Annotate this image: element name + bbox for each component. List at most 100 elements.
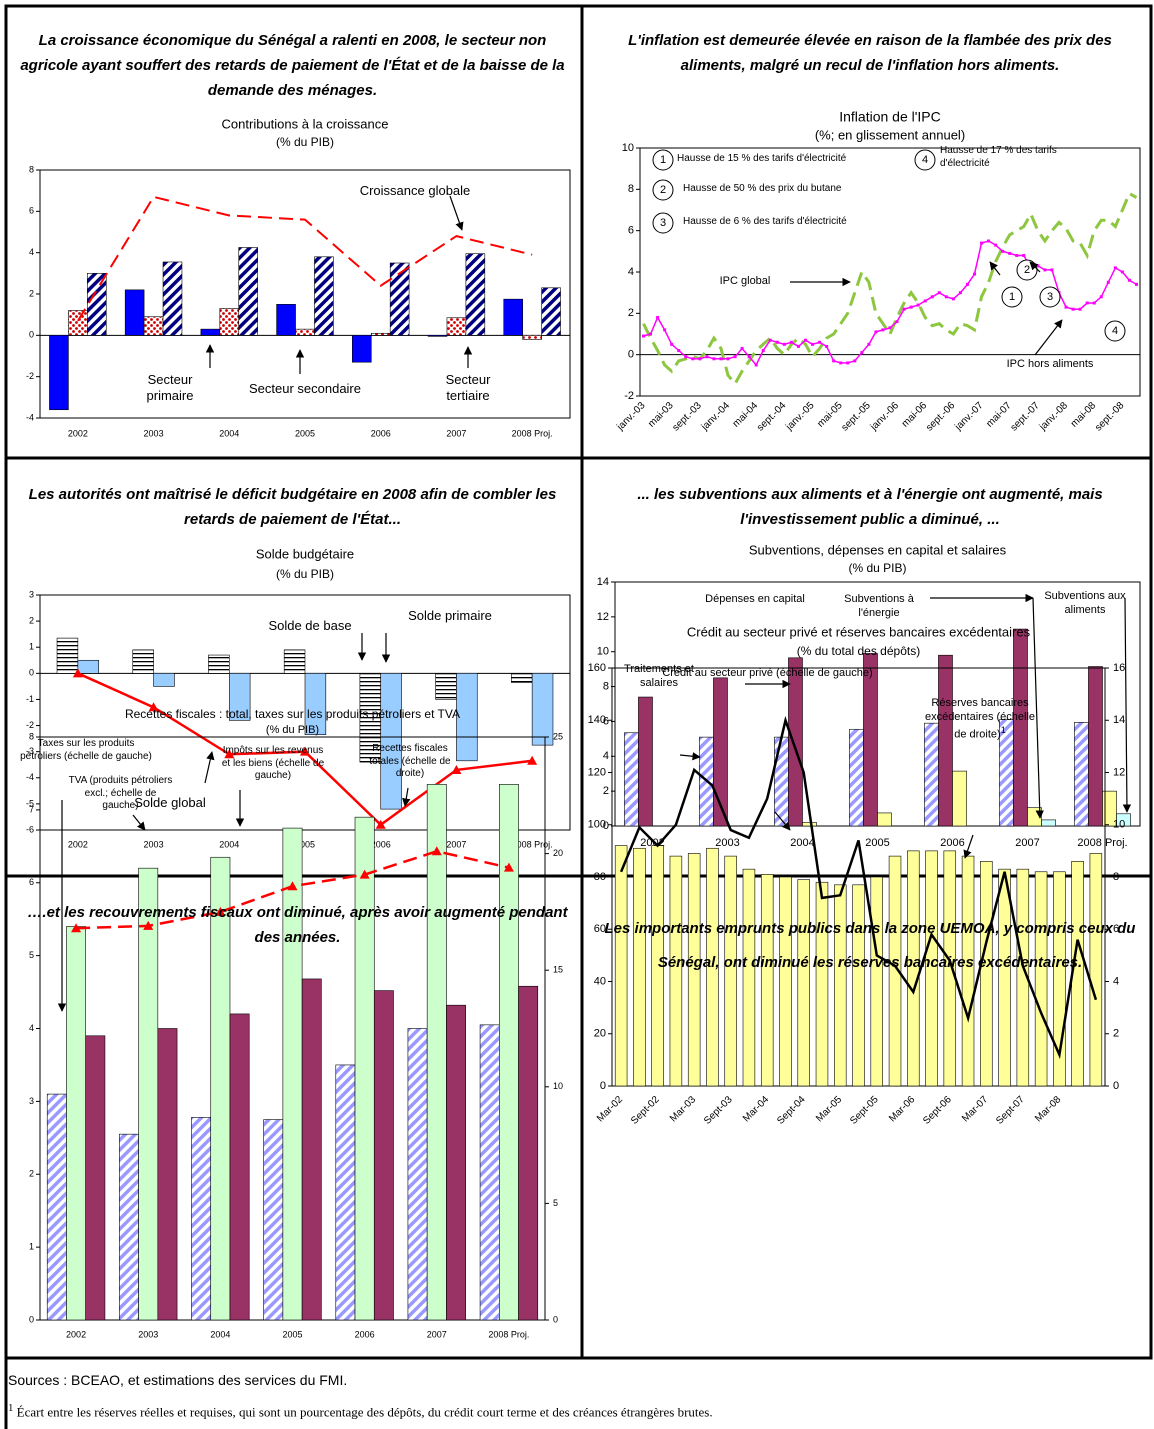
bar bbox=[1116, 813, 1131, 827]
bar bbox=[479, 1024, 500, 1321]
x-tick-label: 2005 bbox=[295, 428, 315, 438]
annotation-circle bbox=[652, 212, 674, 234]
footnote-text: Écart entre les réserves réelles et requ… bbox=[16, 1404, 713, 1420]
line-marker bbox=[148, 702, 159, 712]
x-tick-label: 2005 bbox=[865, 837, 889, 849]
chart-title: Solde budgétaire bbox=[256, 546, 354, 561]
x-tick-label: janv.-05 bbox=[783, 400, 816, 433]
y-tick-label: 140 bbox=[588, 714, 606, 726]
line-marker bbox=[1134, 282, 1138, 286]
line-marker bbox=[909, 305, 913, 309]
chart-subtitle: (% du PIB) bbox=[266, 724, 319, 736]
bar bbox=[1089, 853, 1103, 1087]
bar bbox=[295, 328, 315, 336]
line-marker bbox=[359, 869, 370, 879]
series-name: Crédit au secteur privé (échelle de gauc… bbox=[662, 667, 873, 679]
series-label: Subventions aux aliments bbox=[1035, 590, 1135, 618]
x-tick-label: 2003 bbox=[144, 839, 164, 849]
line-marker bbox=[733, 355, 737, 359]
bar bbox=[724, 855, 737, 1087]
arrow bbox=[963, 834, 974, 859]
annotation-number: 2 bbox=[660, 184, 666, 196]
line-marker bbox=[965, 282, 969, 286]
panel-heading: ….et les recouvrements fiscaux ont dimin… bbox=[27, 904, 568, 946]
annotation-circle bbox=[652, 179, 674, 201]
bar bbox=[208, 654, 230, 674]
y-tick-label: 8 bbox=[29, 164, 34, 174]
chart-title: Contributions à la croissance bbox=[222, 116, 389, 131]
y-tick-label: -5 bbox=[26, 798, 34, 808]
series-name: Secteur secondaire bbox=[248, 381, 361, 396]
annotation-text: Hausse de 17 % des tarifs d'électricité bbox=[940, 145, 1057, 169]
line-marker bbox=[712, 357, 716, 361]
y-tick-label: 0 bbox=[603, 820, 609, 832]
y-tick-label: 4 bbox=[29, 247, 34, 257]
arrow bbox=[204, 751, 215, 784]
x-tick-label: janv.-04 bbox=[699, 400, 732, 433]
y2-tick-label: 12 bbox=[1113, 766, 1125, 778]
annotation-circle bbox=[914, 149, 936, 171]
bar bbox=[301, 978, 322, 1321]
series-label: Croissance globale bbox=[350, 183, 480, 199]
series-name: Réserves bancaires excédentaires (échell… bbox=[924, 697, 1036, 741]
line-marker bbox=[375, 819, 386, 829]
bar bbox=[314, 256, 334, 336]
bar bbox=[389, 262, 410, 336]
series-name: IPC global bbox=[719, 275, 771, 287]
line-marker bbox=[860, 351, 864, 355]
y-tick-label: 100 bbox=[588, 819, 606, 831]
chart-subtitle: (% du total des dépôts) bbox=[797, 644, 920, 658]
y2-tick-label: 20 bbox=[553, 848, 563, 858]
x-tick-label: 2007 bbox=[446, 839, 466, 849]
line-marker bbox=[839, 361, 843, 365]
line-marker bbox=[1113, 266, 1117, 270]
line-marker bbox=[1085, 301, 1089, 305]
line-marker bbox=[888, 326, 892, 330]
y-tick-label: 60 bbox=[594, 923, 606, 935]
line-marker bbox=[300, 746, 310, 756]
bar bbox=[624, 732, 639, 827]
x-tick-label: 2007 bbox=[446, 428, 466, 438]
bar bbox=[870, 876, 883, 1087]
bar bbox=[56, 637, 79, 674]
line-marker bbox=[1008, 251, 1012, 255]
series-line bbox=[643, 240, 1137, 367]
y-tick-label: 6 bbox=[29, 206, 34, 216]
x-tick-label: Mar-02 bbox=[595, 1094, 625, 1124]
chart-title: Inflation de l'IPC bbox=[839, 109, 941, 125]
line-marker bbox=[698, 357, 702, 361]
line-marker bbox=[853, 359, 857, 363]
y-tick-label: 0 bbox=[628, 349, 634, 361]
bar bbox=[162, 261, 183, 336]
line-marker bbox=[768, 338, 772, 342]
bar bbox=[1053, 871, 1066, 1087]
line-marker bbox=[916, 303, 920, 307]
line-marker bbox=[649, 332, 653, 336]
y-tick-label: -2 bbox=[26, 720, 34, 730]
y-tick-label: 40 bbox=[594, 975, 606, 987]
y-tick-label: 8 bbox=[628, 183, 634, 195]
series-name: IPC hors aliments bbox=[1006, 358, 1094, 370]
bar bbox=[1074, 721, 1089, 827]
x-tick-label: 2008 Proj. bbox=[512, 839, 553, 849]
line-marker bbox=[451, 764, 462, 774]
line-marker bbox=[642, 334, 646, 338]
bar bbox=[1013, 628, 1028, 827]
bar bbox=[774, 736, 789, 827]
series-label: Réserves bancaires excédentaires (échell… bbox=[920, 697, 1040, 742]
bar bbox=[1034, 871, 1048, 1087]
x-tick-label: Mar-08 bbox=[1033, 1094, 1063, 1124]
line-marker bbox=[782, 342, 786, 346]
bar bbox=[456, 673, 478, 762]
y2-tick-label: 15 bbox=[553, 965, 563, 975]
series-label: Secteur tertiaire bbox=[428, 372, 508, 405]
x-tick-label: Mar-05 bbox=[814, 1094, 844, 1124]
series-name: Solde de base bbox=[268, 618, 352, 633]
line-marker bbox=[705, 355, 709, 359]
y2-tick-label: 0 bbox=[553, 1314, 558, 1324]
series-name: Secteur primaire bbox=[146, 372, 194, 404]
bar bbox=[427, 335, 448, 337]
panel-heading: Les autorités ont maîtrisé le déficit bu… bbox=[28, 486, 557, 528]
annotation-number: 4 bbox=[1112, 325, 1118, 337]
y2-tick-label: 25 bbox=[553, 731, 563, 741]
